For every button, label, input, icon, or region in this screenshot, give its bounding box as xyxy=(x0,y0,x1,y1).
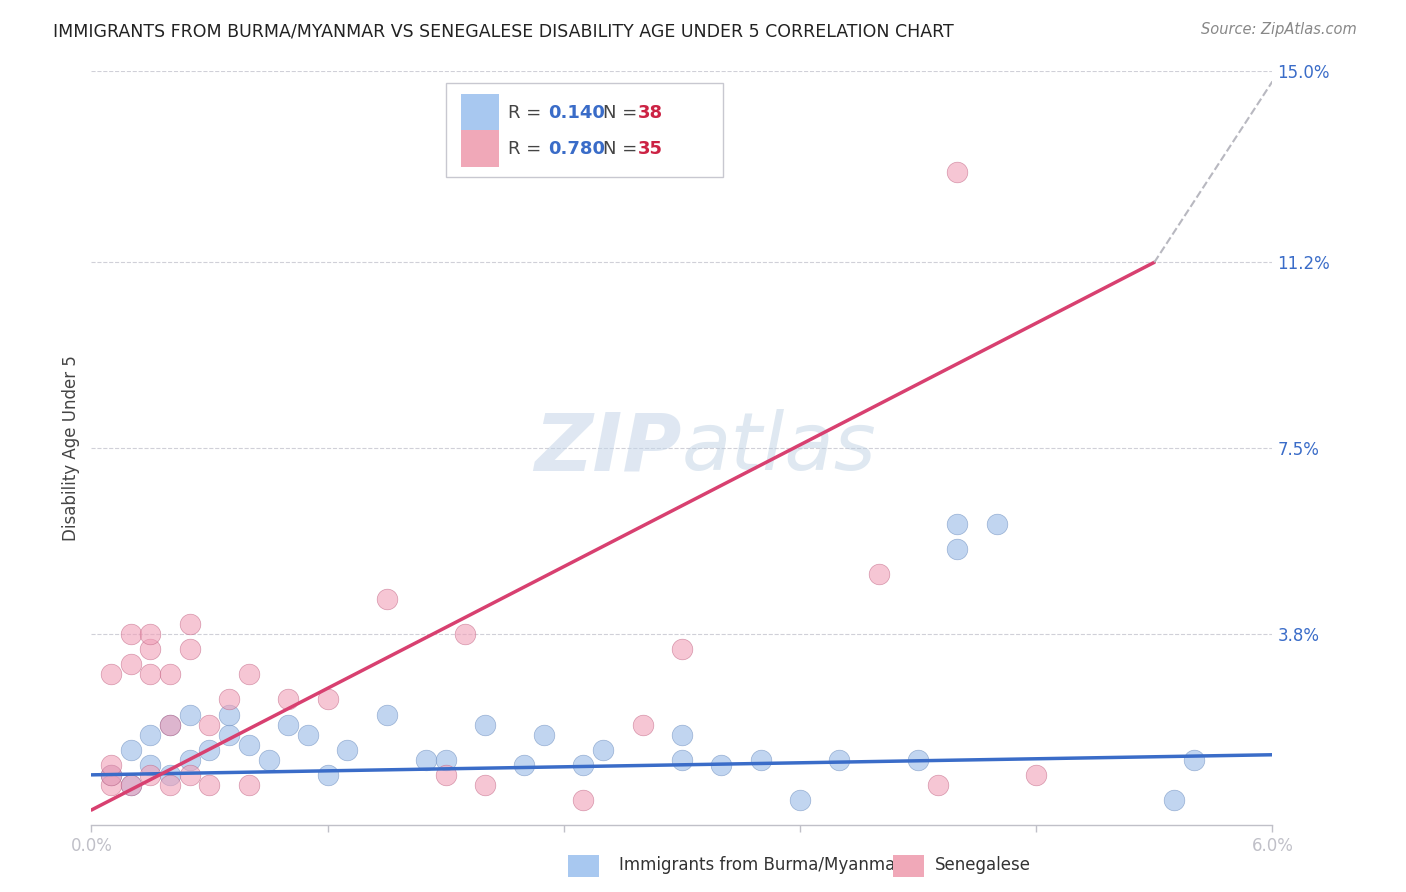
Text: R =: R = xyxy=(509,103,547,122)
Point xyxy=(434,768,457,782)
Point xyxy=(100,778,122,792)
Point xyxy=(474,717,496,731)
FancyBboxPatch shape xyxy=(461,94,499,131)
Point xyxy=(828,753,851,767)
Point xyxy=(100,667,122,681)
Point xyxy=(572,757,595,772)
Point xyxy=(120,778,142,792)
Point xyxy=(1163,793,1185,807)
Point xyxy=(218,728,240,742)
Point xyxy=(631,717,654,731)
Point xyxy=(710,757,733,772)
Point xyxy=(139,642,162,657)
Point xyxy=(375,707,398,722)
Text: 0.780: 0.780 xyxy=(548,140,606,158)
Point xyxy=(159,768,181,782)
Point xyxy=(120,778,142,792)
Point xyxy=(277,717,299,731)
Text: 35: 35 xyxy=(638,140,664,158)
Text: ZIP: ZIP xyxy=(534,409,682,487)
Point xyxy=(415,753,437,767)
Point xyxy=(159,717,181,731)
Point xyxy=(257,753,280,767)
Point xyxy=(179,642,201,657)
Point xyxy=(198,778,221,792)
Point xyxy=(139,627,162,641)
Text: atlas: atlas xyxy=(682,409,877,487)
Point xyxy=(927,778,949,792)
Point xyxy=(139,768,162,782)
Text: Source: ZipAtlas.com: Source: ZipAtlas.com xyxy=(1201,22,1357,37)
Point xyxy=(868,566,890,581)
Y-axis label: Disability Age Under 5: Disability Age Under 5 xyxy=(62,355,80,541)
Point xyxy=(218,692,240,706)
Point xyxy=(454,627,477,641)
Point xyxy=(671,753,693,767)
Text: 0.140: 0.140 xyxy=(548,103,606,122)
Point xyxy=(277,692,299,706)
Point xyxy=(100,768,122,782)
Point xyxy=(120,657,142,672)
Point xyxy=(179,768,201,782)
Point xyxy=(316,692,339,706)
Point xyxy=(179,753,201,767)
Point xyxy=(789,793,811,807)
Point xyxy=(139,667,162,681)
Point xyxy=(946,165,969,179)
Text: Senegalese: Senegalese xyxy=(935,856,1031,874)
Point xyxy=(238,778,260,792)
Point xyxy=(179,617,201,632)
Point xyxy=(474,778,496,792)
Point xyxy=(1182,753,1205,767)
Point xyxy=(238,738,260,752)
Point xyxy=(297,728,319,742)
Point xyxy=(986,516,1008,531)
Point xyxy=(513,757,536,772)
Text: R =: R = xyxy=(509,140,547,158)
Point xyxy=(316,768,339,782)
Point xyxy=(159,717,181,731)
Point xyxy=(120,627,142,641)
Point xyxy=(198,717,221,731)
Point xyxy=(946,541,969,556)
Point xyxy=(159,667,181,681)
Point xyxy=(159,778,181,792)
Text: Immigrants from Burma/Myanmar: Immigrants from Burma/Myanmar xyxy=(619,856,901,874)
Point xyxy=(198,742,221,756)
Point xyxy=(592,742,614,756)
Point xyxy=(100,768,122,782)
Point xyxy=(336,742,359,756)
Point xyxy=(946,516,969,531)
Point xyxy=(120,742,142,756)
Point xyxy=(139,728,162,742)
Point xyxy=(1025,768,1047,782)
Text: N =: N = xyxy=(603,140,643,158)
Point xyxy=(533,728,555,742)
FancyBboxPatch shape xyxy=(461,130,499,167)
Point xyxy=(671,642,693,657)
Point xyxy=(749,753,772,767)
Point xyxy=(100,757,122,772)
Text: N =: N = xyxy=(603,103,643,122)
Point xyxy=(179,707,201,722)
Point xyxy=(218,707,240,722)
Point xyxy=(572,793,595,807)
Point xyxy=(434,753,457,767)
Point xyxy=(907,753,929,767)
Point xyxy=(139,757,162,772)
Point xyxy=(671,728,693,742)
Point xyxy=(238,667,260,681)
Point xyxy=(375,592,398,607)
Text: IMMIGRANTS FROM BURMA/MYANMAR VS SENEGALESE DISABILITY AGE UNDER 5 CORRELATION C: IMMIGRANTS FROM BURMA/MYANMAR VS SENEGAL… xyxy=(53,22,955,40)
FancyBboxPatch shape xyxy=(446,83,723,177)
Text: 38: 38 xyxy=(638,103,664,122)
